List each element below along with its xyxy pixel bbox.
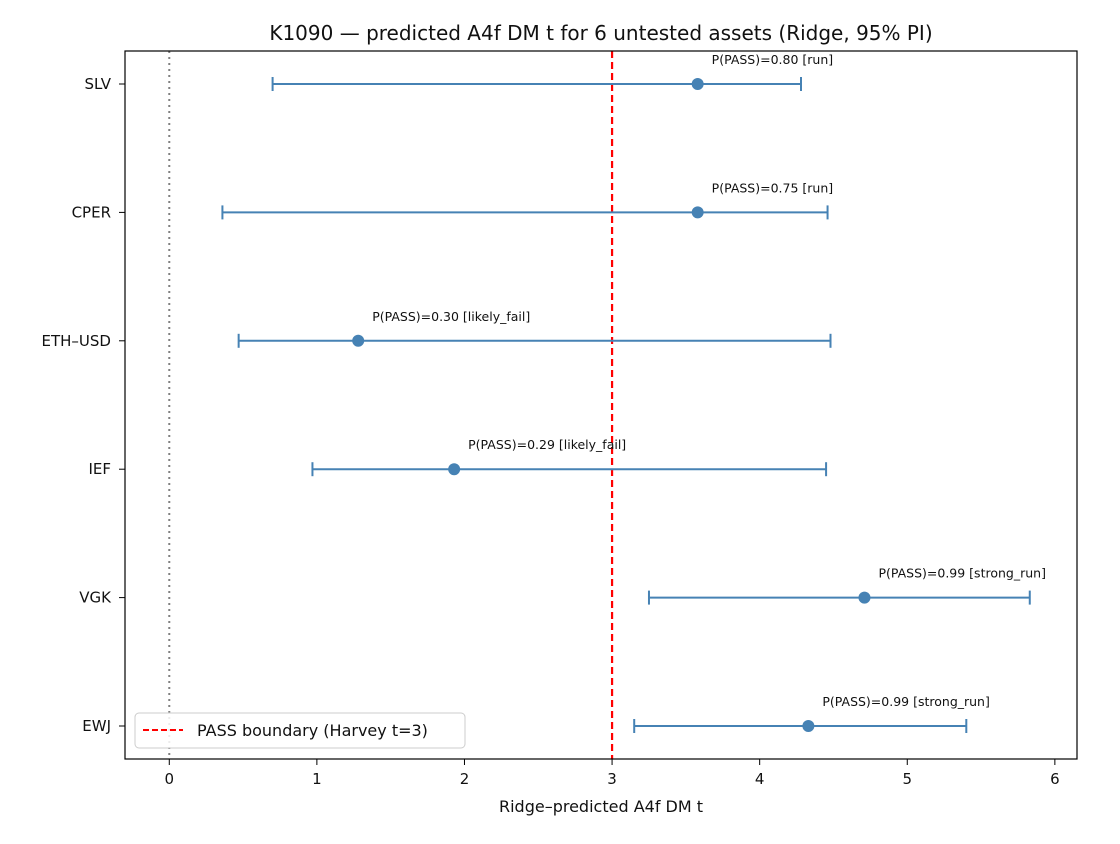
legend: PASS boundary (Harvey t=3) <box>134 712 466 749</box>
x-tick-label: 1 <box>312 770 322 788</box>
y-tick-label: VGK <box>79 589 112 607</box>
legend-pass-boundary-label: PASS boundary (Harvey t=3) <box>197 721 428 740</box>
x-tick-label: 5 <box>902 770 912 788</box>
x-tick-label: 6 <box>1050 770 1060 788</box>
x-tick-label: 3 <box>607 770 617 788</box>
pass-probability-annotation: P(PASS)=0.75 [run] <box>712 180 833 195</box>
pass-probability-annotation: P(PASS)=0.99 [strong_run] <box>822 694 990 709</box>
estimate-point <box>448 463 461 476</box>
pass-probability-annotation: P(PASS)=0.99 [strong_run] <box>878 566 1046 581</box>
plot-area: 0 1 2 3 4 5 6 SLV P(PASS)=0.80 [run] CPER P(PASS)=… <box>42 51 1060 788</box>
pass-probability-annotation: P(PASS)=0.30 [likely_fail] <box>372 309 530 324</box>
y-tick-label: CPER <box>72 203 111 221</box>
estimate-point <box>691 206 704 219</box>
legend-box <box>134 712 466 749</box>
y-tick-label: ETH–USD <box>42 332 111 350</box>
y-tick-label: SLV <box>85 75 112 93</box>
estimate-point <box>352 334 365 347</box>
y-tick-label: IEF <box>88 460 111 478</box>
x-tick-label: 4 <box>755 770 765 788</box>
x-tick-label: 2 <box>460 770 470 788</box>
chart-title: K1090 — predicted A4f DM t for 6 unteste… <box>269 21 932 45</box>
estimate-point <box>691 78 704 90</box>
x-axis-label: Ridge–predicted A4f DM t <box>499 797 703 816</box>
estimate-point <box>858 591 871 604</box>
pass-probability-annotation: P(PASS)=0.29 [likely_fail] <box>468 437 626 452</box>
y-tick-label: EWJ <box>82 717 111 735</box>
plot-frame <box>124 50 1078 760</box>
estimate-point <box>802 720 815 732</box>
x-tick-label: 0 <box>165 770 175 788</box>
pass-probability-annotation: P(PASS)=0.80 [run] <box>712 52 833 67</box>
